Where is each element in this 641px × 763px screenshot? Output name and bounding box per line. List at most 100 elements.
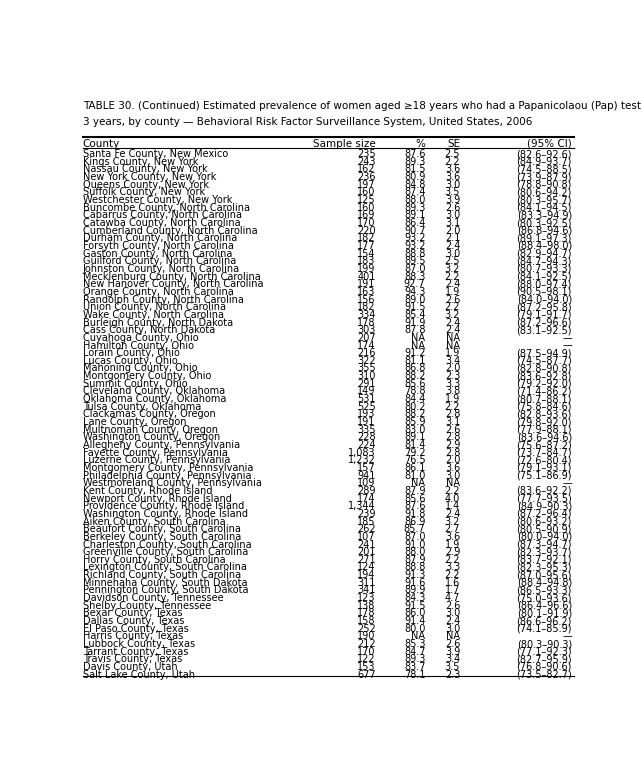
Text: (80.3–90.3): (80.3–90.3) <box>517 639 572 649</box>
Text: 178: 178 <box>357 608 376 619</box>
Text: Lexington County, South Carolina: Lexington County, South Carolina <box>83 562 247 572</box>
Text: (79.1–91.7): (79.1–91.7) <box>517 310 572 320</box>
Text: 154: 154 <box>357 249 376 259</box>
Text: 1,344: 1,344 <box>348 501 376 511</box>
Text: (82.8–93.6): (82.8–93.6) <box>517 410 572 420</box>
Text: 1.9: 1.9 <box>445 287 460 297</box>
Text: 87.0: 87.0 <box>404 264 426 274</box>
Text: 1,232: 1,232 <box>348 456 376 465</box>
Text: 3.6: 3.6 <box>445 463 460 473</box>
Text: Cuyahoga County, Ohio: Cuyahoga County, Ohio <box>83 333 198 343</box>
Text: 3.2: 3.2 <box>445 264 460 274</box>
Text: Horry County, South Carolina: Horry County, South Carolina <box>83 555 225 565</box>
Text: 3.0: 3.0 <box>445 249 460 259</box>
Text: 89.1: 89.1 <box>404 433 426 443</box>
Text: 322: 322 <box>357 356 376 365</box>
Text: Travis County, Texas: Travis County, Texas <box>83 655 182 665</box>
Text: Luzerne County, Pennsylvania: Luzerne County, Pennsylvania <box>83 456 230 465</box>
Text: 401: 401 <box>357 272 376 282</box>
Text: 4.0: 4.0 <box>445 494 460 504</box>
Text: 2.8: 2.8 <box>445 448 460 458</box>
Text: 89.3: 89.3 <box>404 203 426 213</box>
Text: 85.4: 85.4 <box>404 310 426 320</box>
Text: 1.9: 1.9 <box>445 394 460 404</box>
Text: 81.1: 81.1 <box>404 356 426 365</box>
Text: 271: 271 <box>357 555 376 565</box>
Text: (87.2–96.4): (87.2–96.4) <box>517 509 572 519</box>
Text: (83.3–94.9): (83.3–94.9) <box>517 211 572 221</box>
Text: 216: 216 <box>357 348 376 358</box>
Text: (77.1–92.3): (77.1–92.3) <box>516 647 572 657</box>
Text: 91.2: 91.2 <box>404 348 426 358</box>
Text: 3.2: 3.2 <box>445 517 460 526</box>
Text: 291: 291 <box>357 378 376 389</box>
Text: 79.2: 79.2 <box>404 448 426 458</box>
Text: 2.9: 2.9 <box>445 547 460 557</box>
Text: 87.9: 87.9 <box>404 555 426 565</box>
Text: Nassau County, New York: Nassau County, New York <box>83 165 207 175</box>
Text: (80.1–91.9): (80.1–91.9) <box>517 608 572 619</box>
Text: (80.7–93.3): (80.7–93.3) <box>517 264 572 274</box>
Text: (77.9–88.1): (77.9–88.1) <box>517 425 572 435</box>
Text: Aiken County, South Carolina: Aiken County, South Carolina <box>83 517 225 526</box>
Text: 334: 334 <box>357 310 376 320</box>
Text: Bexar County, Texas: Bexar County, Texas <box>83 608 182 619</box>
Text: 81.0: 81.0 <box>404 471 426 481</box>
Text: 235: 235 <box>357 149 376 159</box>
Text: 2.0: 2.0 <box>445 226 460 236</box>
Text: 3.9: 3.9 <box>445 195 460 205</box>
Text: 2.4: 2.4 <box>445 279 460 289</box>
Text: 3.4: 3.4 <box>445 655 460 665</box>
Text: (88.0–97.4): (88.0–97.4) <box>517 279 572 289</box>
Text: 3 years, by county — Behavioral Risk Factor Surveillance System, United States, : 3 years, by county — Behavioral Risk Fac… <box>83 117 532 127</box>
Text: 94.3: 94.3 <box>404 287 426 297</box>
Text: 124: 124 <box>357 562 376 572</box>
Text: (87.5–94.9): (87.5–94.9) <box>517 348 572 358</box>
Text: 86.0: 86.0 <box>404 608 426 619</box>
Text: (75.0–93.6): (75.0–93.6) <box>517 593 572 603</box>
Text: 3.0: 3.0 <box>445 211 460 221</box>
Text: 91.8: 91.8 <box>404 509 426 519</box>
Text: Hamilton County, Ohio: Hamilton County, Ohio <box>83 340 194 350</box>
Text: 158: 158 <box>357 616 376 626</box>
Text: 194: 194 <box>357 570 376 580</box>
Text: (82.7–95.9): (82.7–95.9) <box>516 655 572 665</box>
Text: Lubbock County, Texas: Lubbock County, Texas <box>83 639 195 649</box>
Text: 160: 160 <box>357 188 376 198</box>
Text: (86.6–96.2): (86.6–96.2) <box>517 616 572 626</box>
Text: 87.0: 87.0 <box>404 532 426 542</box>
Text: 3.3: 3.3 <box>445 378 460 389</box>
Text: 311: 311 <box>357 578 376 588</box>
Text: 2.4: 2.4 <box>445 317 460 327</box>
Text: (84.9–90.3): (84.9–90.3) <box>517 501 572 511</box>
Text: Washington County, Rhode Island: Washington County, Rhode Island <box>83 509 247 519</box>
Text: Pennington County, South Dakota: Pennington County, South Dakota <box>83 585 248 595</box>
Text: (90.5–98.1): (90.5–98.1) <box>517 287 572 297</box>
Text: Gaston County, North Carolina: Gaston County, North Carolina <box>83 249 232 259</box>
Text: 341: 341 <box>357 585 376 595</box>
Text: 138: 138 <box>357 600 376 610</box>
Text: Montgomery County, Ohio: Montgomery County, Ohio <box>83 371 211 382</box>
Text: Newport County, Rhode Island: Newport County, Rhode Island <box>83 494 231 504</box>
Text: 83.7: 83.7 <box>404 662 426 672</box>
Text: 89.9: 89.9 <box>404 585 426 595</box>
Text: 2.2: 2.2 <box>445 156 460 167</box>
Text: 239: 239 <box>357 509 376 519</box>
Text: 89.0: 89.0 <box>404 295 426 304</box>
Text: NA: NA <box>446 333 460 343</box>
Text: (84.1–92.5): (84.1–92.5) <box>517 272 572 282</box>
Text: 163: 163 <box>357 287 376 297</box>
Text: 2.2: 2.2 <box>445 402 460 412</box>
Text: (82.9–94.7): (82.9–94.7) <box>517 249 572 259</box>
Text: NA: NA <box>412 340 426 350</box>
Text: (74.5–87.7): (74.5–87.7) <box>516 356 572 365</box>
Text: NA: NA <box>412 478 426 488</box>
Text: 2.2: 2.2 <box>445 302 460 312</box>
Text: (83.7–92.1): (83.7–92.1) <box>517 555 572 565</box>
Text: 177: 177 <box>357 241 376 251</box>
Text: 91.4: 91.4 <box>404 616 426 626</box>
Text: (80.3–95.7): (80.3–95.7) <box>517 195 572 205</box>
Text: 157: 157 <box>357 463 376 473</box>
Text: 3.6: 3.6 <box>445 172 460 182</box>
Text: Cabarrus County, North Carolina: Cabarrus County, North Carolina <box>83 211 242 221</box>
